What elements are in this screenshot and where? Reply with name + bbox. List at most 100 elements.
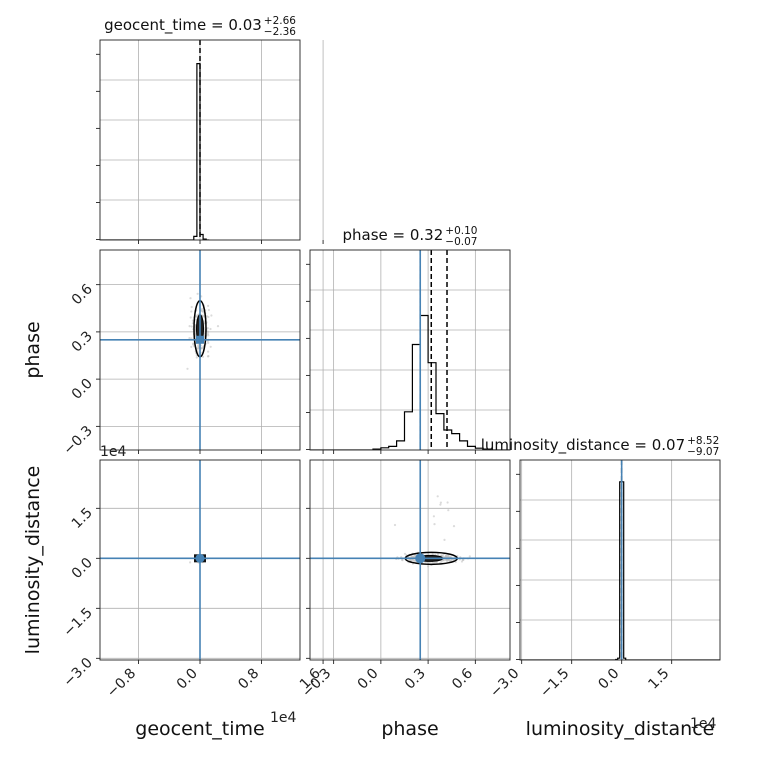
sample-point bbox=[393, 523, 397, 527]
x-tick-label: 0.0 bbox=[355, 666, 382, 693]
histogram-geocent_time bbox=[100, 63, 210, 240]
x-axis-label-phase: phase bbox=[381, 718, 438, 740]
sample-point bbox=[207, 315, 210, 319]
sample-point bbox=[460, 560, 464, 563]
sample-point bbox=[190, 310, 193, 313]
x-tick-label: −0.8 bbox=[104, 666, 139, 701]
sample-point bbox=[207, 330, 210, 334]
x-axis-label-luminosity_distance: luminosity_distance bbox=[526, 718, 715, 740]
sample-point bbox=[188, 337, 191, 340]
y-tick-label: 0.0 bbox=[69, 555, 96, 582]
sample-point bbox=[206, 332, 209, 335]
panel-phase-hist bbox=[309, 249, 511, 451]
truth-marker bbox=[196, 335, 204, 344]
y-tick-label: −1.5 bbox=[60, 605, 95, 640]
sample-point bbox=[443, 538, 446, 542]
truth-marker bbox=[415, 553, 426, 564]
sample-point bbox=[201, 310, 205, 313]
histogram-phase bbox=[310, 314, 510, 450]
title-plus: +0.10 bbox=[445, 225, 477, 237]
sample-point bbox=[446, 501, 449, 504]
sample-point bbox=[190, 345, 193, 348]
sample-point bbox=[447, 554, 450, 557]
x-tick-label: 0.6 bbox=[449, 665, 476, 692]
histogram-luminosity_distance bbox=[520, 481, 720, 660]
y-axis-label-phase: phase bbox=[22, 321, 44, 378]
offset-label-x-geocent_time: 1e4 bbox=[270, 710, 297, 726]
truth-marker bbox=[195, 553, 205, 563]
y-tick-label: 0.6 bbox=[69, 281, 96, 308]
sample-point bbox=[206, 327, 209, 330]
sample-point bbox=[190, 305, 193, 309]
sample-point bbox=[433, 523, 436, 526]
sample-point bbox=[409, 559, 412, 562]
sample-point bbox=[432, 515, 435, 518]
sample-point bbox=[207, 304, 210, 307]
sample-point bbox=[216, 325, 220, 328]
sample-point bbox=[188, 325, 191, 328]
y-tick-label: 1.5 bbox=[69, 505, 96, 532]
title-minus: −9.07 bbox=[687, 446, 719, 458]
sample-point bbox=[412, 559, 416, 563]
x-tick-label: 0.0 bbox=[174, 666, 201, 693]
title-main: geocent_time = 0.03 bbox=[104, 16, 262, 35]
sample-point bbox=[439, 503, 442, 506]
sample-point bbox=[201, 347, 204, 350]
title-minus: −2.36 bbox=[264, 26, 296, 38]
y-tick-label: −3.0 bbox=[60, 655, 95, 690]
sample-point bbox=[189, 561, 192, 564]
sample-point bbox=[207, 341, 210, 344]
sample-point bbox=[410, 555, 414, 558]
sample-point bbox=[209, 345, 212, 348]
scatter-phase-vs-geocent_time bbox=[186, 292, 220, 370]
x-tick-label: −1.5 bbox=[537, 666, 572, 701]
panel-distance-vs-phase bbox=[309, 459, 511, 661]
sample-point bbox=[203, 332, 206, 336]
sample-point bbox=[205, 315, 208, 318]
sample-point bbox=[201, 355, 205, 358]
sample-point bbox=[209, 327, 212, 331]
title-plus: +2.66 bbox=[264, 15, 296, 27]
x-tick-label: −0.3 bbox=[299, 666, 334, 701]
x-tick-label: −3.0 bbox=[487, 666, 522, 701]
sample-point bbox=[186, 367, 189, 370]
x-axis-label-geocent_time: geocent_time bbox=[135, 718, 264, 740]
title-main: phase = 0.32 bbox=[343, 226, 444, 244]
sample-point bbox=[189, 297, 192, 300]
x-tick-label: 0.3 bbox=[402, 666, 429, 693]
scatter-distance-vs-phase bbox=[393, 495, 471, 568]
sample-point bbox=[207, 355, 210, 358]
sample-point bbox=[207, 308, 210, 312]
sample-point bbox=[192, 342, 195, 345]
sample-point bbox=[210, 314, 213, 317]
title-luminosity_distance: luminosity_distance = 0.07 +8.52−9.07 bbox=[481, 435, 720, 458]
title-phase: phase = 0.32 +0.10−0.07 bbox=[343, 225, 478, 248]
sample-point bbox=[401, 559, 404, 562]
title-main: luminosity_distance = 0.07 bbox=[481, 436, 685, 455]
sample-point bbox=[195, 356, 198, 359]
sample-point bbox=[196, 292, 199, 295]
sample-point bbox=[403, 552, 407, 555]
offset-label-y-distance: 1e4 bbox=[100, 444, 127, 460]
sample-point bbox=[427, 565, 430, 568]
panel-distance-hist bbox=[519, 459, 721, 661]
sample-point bbox=[189, 316, 192, 319]
sample-point bbox=[447, 509, 450, 512]
sample-point bbox=[462, 558, 465, 562]
x-tick-label: 1.5 bbox=[645, 666, 672, 693]
y-tick-label: −0.3 bbox=[60, 423, 95, 458]
title-plus: +8.52 bbox=[687, 435, 719, 447]
sample-point bbox=[207, 350, 210, 353]
sample-point bbox=[436, 495, 439, 498]
y-tick-label: 0.0 bbox=[69, 376, 96, 403]
title-minus: −0.07 bbox=[445, 236, 477, 248]
sample-point bbox=[191, 319, 194, 322]
y-tick-label: 0.3 bbox=[69, 328, 96, 355]
sample-point bbox=[445, 554, 448, 557]
sample-point bbox=[436, 553, 440, 556]
sample-point bbox=[190, 325, 193, 328]
sample-point bbox=[439, 501, 442, 504]
offset-label-x-distance: 1e4 bbox=[690, 716, 717, 732]
x-tick-label: 0.0 bbox=[595, 666, 622, 693]
